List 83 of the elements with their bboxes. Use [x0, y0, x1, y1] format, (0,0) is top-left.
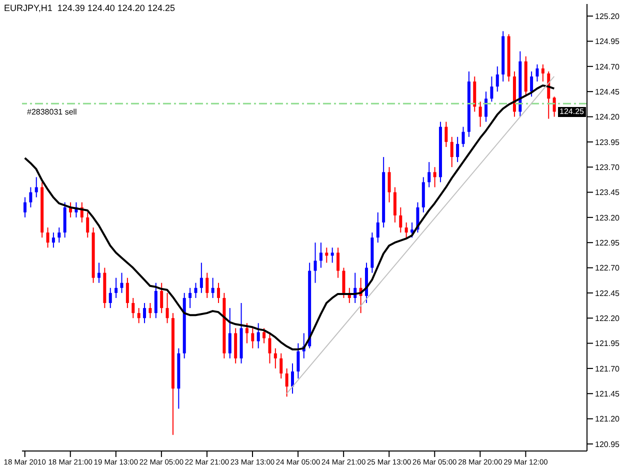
candlestick: [245, 322, 248, 344]
y-tick-label: 123.45: [595, 188, 620, 198]
candlestick: [108, 287, 112, 309]
candlestick: [34, 176, 38, 198]
candlestick: [404, 222, 408, 238]
candlestick: [399, 206, 402, 234]
candlestick: [251, 328, 254, 349]
candlestick: [200, 262, 203, 294]
chart-title: EURJPY,H1 124.39 124.40 124.20 124.25: [4, 3, 175, 13]
y-tick-label: 125.20: [595, 12, 620, 21]
candlestick: [114, 277, 118, 298]
candlestick: [342, 267, 346, 298]
y-tick-label: 123.20: [595, 213, 620, 222]
candlestick: [285, 368, 288, 398]
candlestick: [166, 292, 169, 324]
y-tick-label: 122.70: [595, 264, 620, 273]
candlestick: [194, 282, 198, 298]
candlestick: [274, 348, 277, 369]
y-tick-label: 122.95: [595, 238, 620, 248]
candlestick: [319, 242, 322, 268]
candlestick: [376, 212, 380, 244]
candlestick: [541, 64, 544, 82]
candlestick: [29, 186, 32, 208]
y-tick-label: 124.20: [595, 112, 620, 122]
candlestick: [126, 277, 129, 309]
candlestick: [206, 272, 209, 298]
candlestick: [433, 166, 436, 188]
candlestick: [330, 247, 334, 264]
candlestick: [530, 70, 534, 98]
candlestick: [314, 242, 317, 284]
candlestick: [211, 277, 214, 298]
candlestick: [552, 96, 556, 118]
candlestick: [280, 352, 283, 380]
candlestick: [478, 101, 482, 128]
candlestick: [154, 282, 158, 319]
candlestick: [46, 227, 50, 248]
y-tick-label: 124.95: [595, 37, 620, 46]
candlestick: [490, 76, 494, 102]
candlestick: [536, 64, 539, 82]
y-tick-label: 121.70: [595, 364, 620, 374]
y-tick-label: 123.70: [595, 162, 620, 172]
candlestick: [291, 362, 294, 394]
y-tick-label: 124.70: [595, 62, 620, 72]
ref-line-label: #2838031 sell: [27, 107, 78, 116]
candlestick: [160, 282, 164, 314]
y-tick-label: 121.95: [595, 339, 620, 348]
candlestick: [188, 287, 192, 309]
candlestick: [388, 166, 391, 203]
candlestick: [393, 186, 396, 223]
candlestick: [456, 136, 460, 163]
y-tick-label: 123.95: [595, 138, 620, 147]
candlestick: [137, 308, 140, 324]
annotation: 124.25: [558, 106, 586, 117]
y-tick-label: 122.20: [595, 314, 620, 323]
candlestick: [262, 328, 266, 344]
candlestick: [268, 332, 272, 364]
candlestick: [148, 302, 152, 319]
candlestick: [325, 247, 328, 264]
candlestick: [86, 212, 90, 238]
y-tick-label: 122.45: [595, 288, 620, 298]
candlestick: [444, 121, 448, 148]
candlestick: [97, 262, 100, 284]
y-tick-label: 120.95: [595, 440, 620, 449]
candlestick: [256, 322, 260, 349]
y-tick-label: 124.45: [595, 87, 620, 96]
candlestick: [217, 282, 220, 304]
candlestick: [58, 227, 61, 244]
candlestick: [450, 136, 454, 168]
candlestick: [228, 308, 232, 359]
y-tick-label: 121.45: [595, 389, 620, 398]
y-tick-label: 121.20: [595, 414, 620, 424]
candlestick: [24, 196, 26, 218]
candlestick: [496, 66, 499, 92]
candlestick: [143, 302, 146, 324]
candlestick: [120, 272, 124, 294]
candlestick: [462, 126, 465, 148]
candlestick: [336, 247, 340, 278]
candlestick: [410, 222, 414, 238]
candlestick: [428, 162, 431, 188]
candlestick: [296, 342, 300, 380]
candlestick: [132, 297, 135, 319]
candlestick: [52, 232, 55, 248]
candlestick: [484, 91, 488, 122]
